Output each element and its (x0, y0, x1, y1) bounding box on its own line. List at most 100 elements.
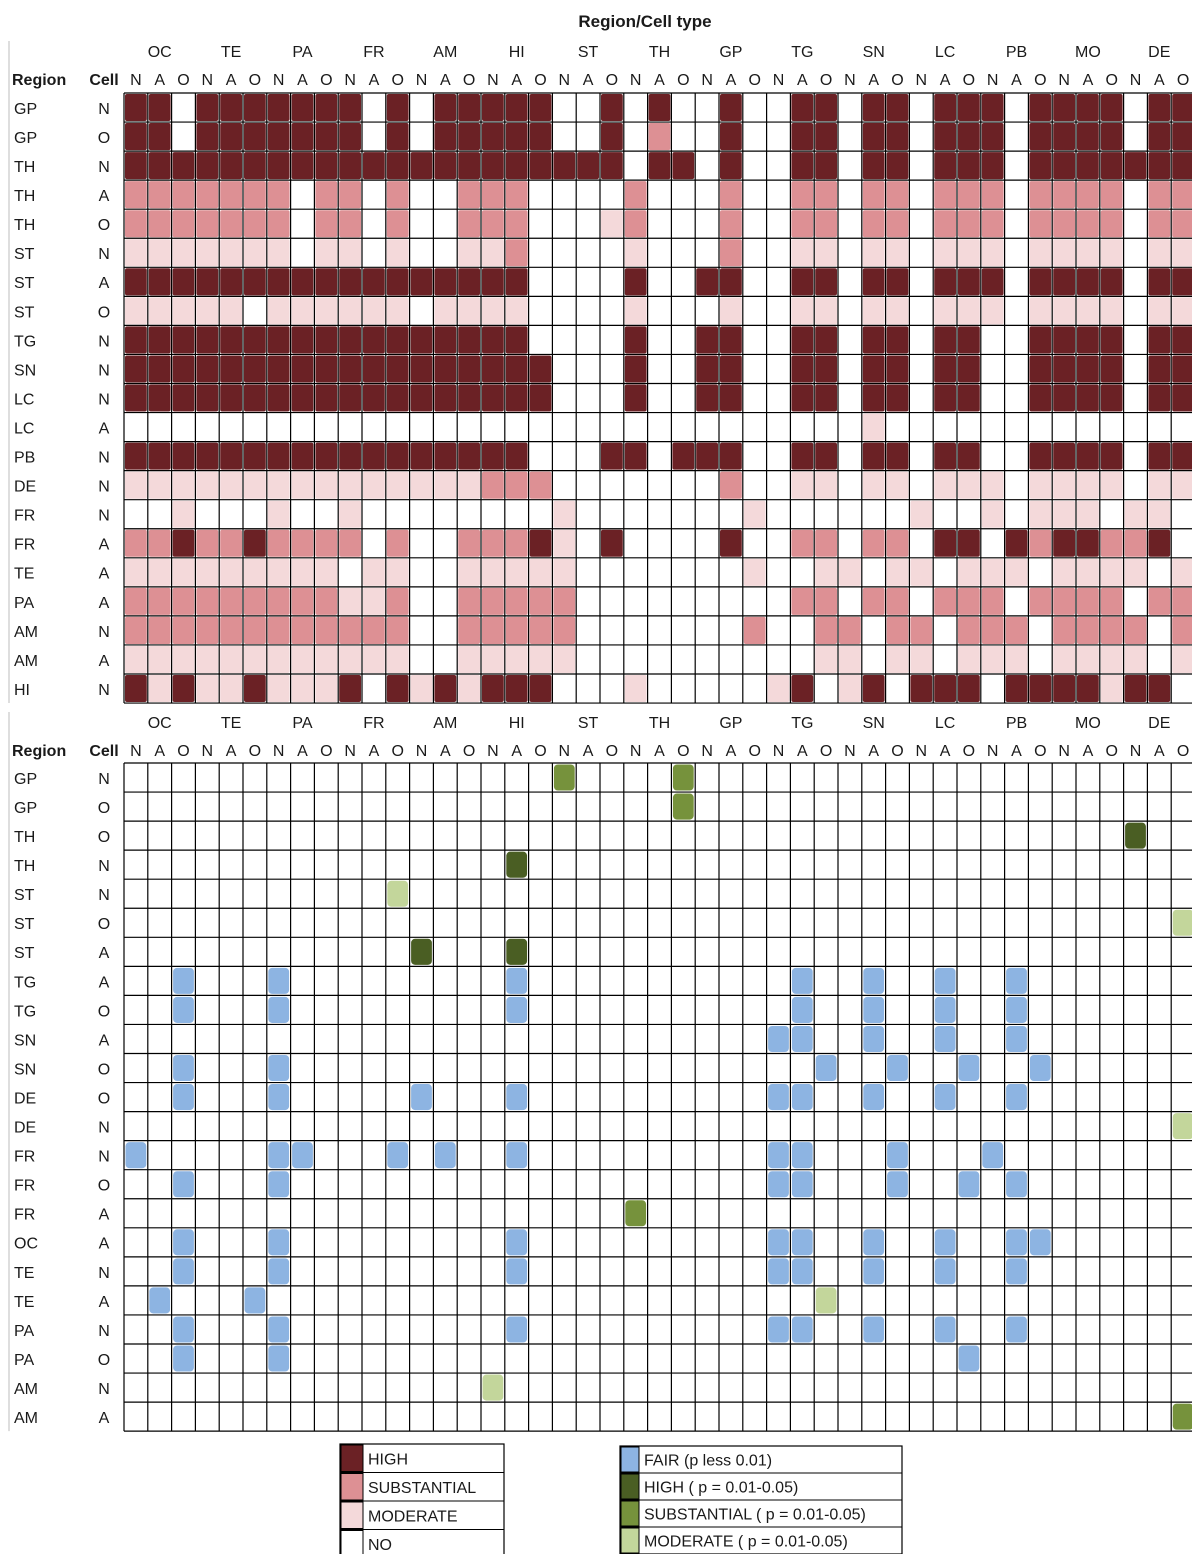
heatmap-cell-moderate (458, 471, 480, 499)
heatmap-cell-moderate (839, 558, 861, 586)
row-cell-label: O (98, 1352, 110, 1369)
column-cell-label: O (1034, 72, 1046, 89)
legend-swatch (620, 1527, 640, 1554)
column-cell-label: O (249, 72, 261, 89)
heatmap-cell-substantial (1077, 210, 1099, 238)
heatmap-cell-high (886, 355, 909, 383)
heatmap-cell-substantial (315, 529, 338, 557)
row-header-region: Region (12, 72, 66, 89)
column-region-label: TG (791, 715, 813, 732)
heatmap-cell-moderate (529, 558, 552, 586)
heatmap-cell-moderate-p (1172, 1113, 1192, 1140)
column-cell-label: O (606, 743, 618, 760)
heatmap-cell-fair (791, 1171, 813, 1198)
heatmap-cell-fair (863, 1258, 885, 1285)
heatmap-cell-high (601, 529, 623, 557)
heatmap-cell-high (148, 442, 171, 470)
column-region-label: SN (863, 44, 885, 61)
heatmap-cell-high (1029, 675, 1052, 703)
legend-swatch (340, 1501, 364, 1529)
heatmap-cell-high (505, 355, 528, 383)
heatmap-cell-fair (768, 1258, 789, 1285)
heatmap-cell-moderate (862, 471, 885, 499)
heatmap-cell-high (458, 152, 480, 180)
heatmap-cell-fair (506, 1316, 528, 1343)
heatmap-cell-moderate (148, 239, 171, 267)
heatmap-cell-substantial (791, 529, 814, 557)
heatmap-cell-high (291, 94, 314, 122)
heatmap-cell-moderate (196, 675, 219, 703)
heatmap-cell-high (862, 123, 885, 151)
heatmap-cell-high (315, 326, 338, 354)
heatmap-cell-moderate (244, 645, 266, 673)
heatmap-cell-high (125, 355, 147, 383)
heatmap-cell-moderate (339, 471, 361, 499)
column-region-label: GP (719, 44, 742, 61)
row-region-label: TH (14, 858, 35, 875)
heatmap-cell-fair (173, 996, 194, 1023)
heatmap-cell-high (958, 152, 980, 180)
column-cell-label: N (630, 72, 642, 89)
row-region-label: TE (14, 1265, 34, 1282)
row-region-label: AM (14, 1381, 38, 1398)
column-cell-label: N (773, 72, 785, 89)
column-region-label: TE (221, 44, 241, 61)
heatmap-cell-fair (268, 1084, 290, 1111)
heatmap-cell-high (1029, 268, 1052, 296)
heatmap-cell-substantial (529, 587, 552, 615)
heatmap-cell-high (958, 442, 980, 470)
heatmap-cell-substantial (862, 181, 885, 209)
heatmap-cell-high (958, 675, 980, 703)
column-cell-label: A (726, 72, 737, 89)
heatmap-cell-fair (1006, 1171, 1027, 1198)
heatmap-cell-high (529, 123, 552, 151)
heatmap-cell-substantial (220, 529, 242, 557)
heatmap-cell-high (1053, 268, 1075, 296)
heatmap-cell-fair (863, 996, 885, 1023)
heatmap-cell-fair (244, 1287, 266, 1314)
column-cell-label: A (369, 743, 380, 760)
heatmap-cell-high (791, 268, 814, 296)
heatmap-cell-fair (1006, 1025, 1027, 1052)
heatmap-cell-fair (1006, 1258, 1027, 1285)
heatmap-cell-fair (768, 1025, 789, 1052)
heatmap-cell-moderate (981, 645, 1004, 673)
heatmap-cell-moderate (886, 471, 909, 499)
heatmap-cell-moderate (958, 558, 980, 586)
heatmap-cell-high (125, 123, 147, 151)
heatmap-cell-high (648, 152, 671, 180)
heatmap-cell-high (458, 123, 480, 151)
heatmap-cell-moderate (981, 558, 1004, 586)
heatmap-cell-moderate (1029, 239, 1052, 267)
heatmap-cell-moderate (148, 645, 171, 673)
heatmap-cell-high (315, 123, 338, 151)
panel-bottom-significance-matrix: OC TE PA FR AM HI ST TH GP TG SN LC PB MO DE Region Cell… (8, 712, 1192, 1432)
heatmap-cell-moderate (125, 558, 147, 586)
heatmap-cell-substantial (386, 181, 409, 209)
heatmap-cell-high (1148, 675, 1171, 703)
heatmap-cell-moderate (172, 500, 195, 528)
row-cell-label: A (99, 595, 110, 612)
heatmap-cell-moderate (196, 645, 219, 673)
heatmap-cell-fair (173, 1229, 194, 1256)
heatmap-cell-substantial (910, 616, 933, 644)
row-region-label: FR (14, 1207, 35, 1224)
row-cell-label: O (98, 1061, 110, 1078)
heatmap-cell-high (815, 123, 837, 151)
heatmap-cell-fair (506, 1142, 528, 1169)
heatmap-cell-substantial (1100, 181, 1123, 209)
heatmap-cell-high (958, 94, 980, 122)
heatmap-cell-high (244, 529, 266, 557)
column-region-label: ST (578, 715, 599, 732)
heatmap-cell-fair (934, 996, 956, 1023)
row-cell-label: N (98, 887, 110, 904)
heatmap-cell-high (291, 326, 314, 354)
heatmap-cell-high (196, 94, 219, 122)
heatmap-cell-substantial (458, 210, 480, 238)
column-cell-label: A (154, 743, 165, 760)
heatmap-cell-high (482, 123, 504, 151)
column-region-label: LC (935, 715, 955, 732)
column-cell-label: O (963, 743, 975, 760)
heatmap-cell-moderate (624, 297, 647, 325)
heatmap-cell-moderate (1029, 500, 1052, 528)
